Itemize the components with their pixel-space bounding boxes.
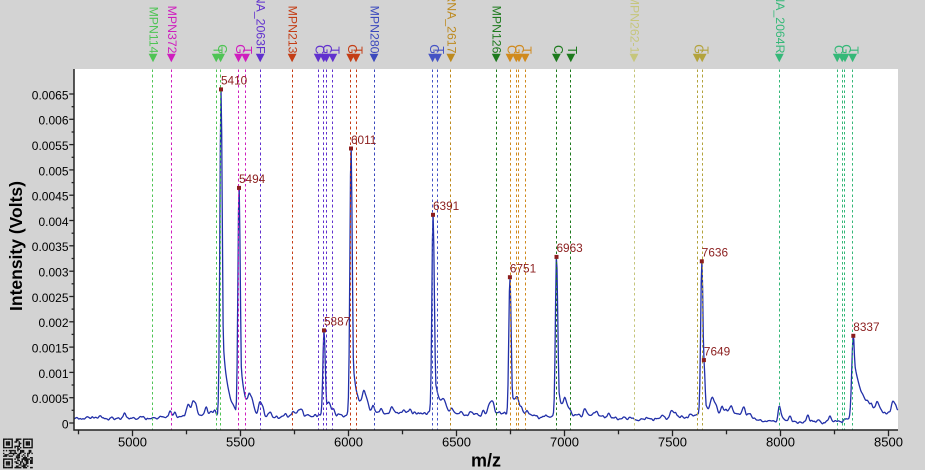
svg-text:G: G: [427, 44, 441, 54]
svg-text:0.006: 0.006: [38, 114, 68, 128]
svg-text:7000: 7000: [550, 435, 579, 450]
svg-text:0.0015: 0.0015: [32, 342, 69, 356]
svg-text:C: C: [313, 45, 327, 54]
svg-text:0.003: 0.003: [38, 266, 68, 280]
svg-text:0.0025: 0.0025: [32, 291, 69, 305]
svg-text:8000: 8000: [766, 435, 795, 450]
svg-text:G: G: [215, 44, 229, 54]
svg-text:0.0055: 0.0055: [32, 139, 69, 153]
svg-text:RNA_2064R: RNA_2064R: [773, 0, 787, 54]
svg-text:T: T: [847, 46, 861, 54]
svg-text:0.0065: 0.0065: [32, 88, 69, 102]
svg-text:MPN262-1: MPN262-1: [628, 0, 642, 54]
svg-text:C: C: [504, 45, 518, 54]
svg-text:7636: 7636: [702, 246, 729, 260]
svg-text:T: T: [697, 46, 711, 54]
svg-text:T: T: [565, 46, 579, 54]
svg-text:0.001: 0.001: [38, 367, 68, 381]
svg-text:6000: 6000: [334, 435, 363, 450]
svg-text:RNA_2617: RNA_2617: [444, 0, 458, 54]
svg-text:G: G: [512, 44, 526, 54]
svg-text:MPN280: MPN280: [368, 6, 382, 54]
svg-text:0.002: 0.002: [38, 316, 68, 330]
svg-text:6500: 6500: [442, 435, 471, 450]
svg-text:0.0035: 0.0035: [32, 240, 69, 254]
svg-text:6011: 6011: [351, 133, 376, 147]
svg-text:6391: 6391: [433, 199, 459, 213]
svg-text:7649: 7649: [704, 344, 730, 358]
svg-text:0.004: 0.004: [38, 215, 68, 229]
svg-text:G: G: [233, 44, 247, 54]
svg-text:5887: 5887: [324, 315, 350, 329]
svg-text:0: 0: [62, 417, 69, 431]
svg-text:0.005: 0.005: [38, 164, 68, 178]
svg-text:0.0005: 0.0005: [32, 392, 69, 406]
svg-text:T: T: [432, 46, 446, 54]
svg-text:5500: 5500: [226, 435, 255, 450]
svg-text:T: T: [328, 46, 342, 54]
svg-text:8337: 8337: [853, 320, 879, 334]
svg-text:6963: 6963: [557, 241, 584, 255]
svg-text:MPN114: MPN114: [147, 7, 161, 54]
svg-text:5494: 5494: [239, 172, 266, 186]
svg-text:RNA_2063F: RNA_2063F: [254, 0, 268, 54]
svg-text:C: C: [832, 45, 846, 54]
svg-text:5000: 5000: [118, 435, 147, 450]
svg-text:T: T: [211, 46, 225, 54]
svg-text:G: G: [839, 44, 853, 54]
svg-text:8500: 8500: [874, 435, 903, 450]
svg-text:0.0045: 0.0045: [32, 190, 69, 204]
svg-text:T: T: [240, 46, 254, 54]
svg-text:T: T: [350, 46, 364, 54]
svg-text:6751: 6751: [510, 262, 536, 276]
svg-text:G: G: [692, 44, 706, 54]
svg-text:5410: 5410: [221, 74, 248, 88]
svg-text:7500: 7500: [658, 435, 687, 450]
svg-text:G: G: [345, 44, 359, 54]
svg-text:G: G: [320, 44, 334, 54]
svg-text:MPN126: MPN126: [490, 6, 504, 54]
svg-text:MPN213: MPN213: [286, 6, 300, 54]
svg-text:Intensity (Volts): Intensity (Volts): [6, 181, 26, 311]
svg-text:T: T: [519, 46, 533, 54]
svg-text:C: C: [551, 45, 565, 54]
svg-text:m/z: m/z: [471, 451, 501, 470]
svg-text:MPN372: MPN372: [165, 6, 179, 54]
